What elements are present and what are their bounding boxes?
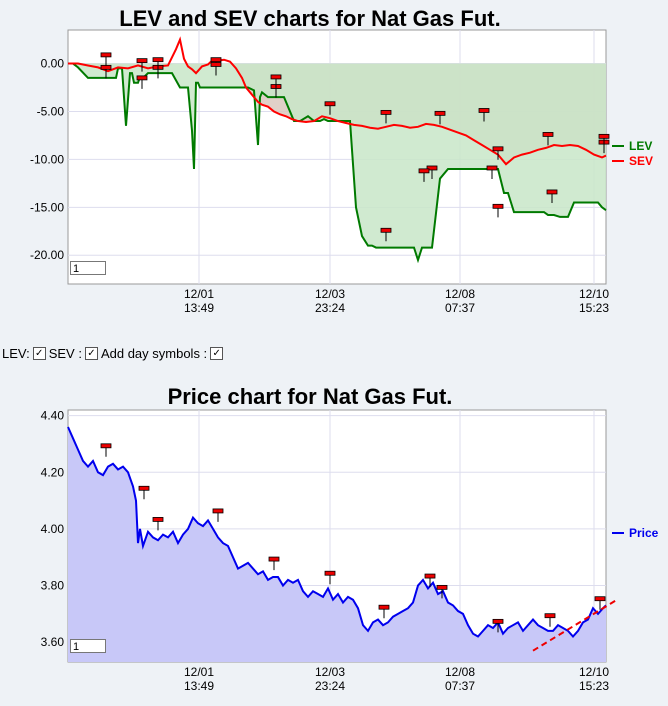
sev-checkbox[interactable]: ✓	[84, 347, 98, 360]
price-legend: Price	[612, 526, 659, 540]
lev-x-tick-date: 12/10	[579, 287, 609, 301]
price-y-tick-label: 3.60	[41, 635, 65, 649]
price-chart-title: Price chart for Nat Gas Fut.	[167, 384, 453, 409]
lev-fills	[68, 63, 606, 261]
lev-x-tick-time: 13:49	[184, 301, 214, 315]
price-day-marker	[324, 570, 336, 576]
lev-y-tick-label: -15.00	[30, 200, 64, 214]
price-series-line	[67, 426, 607, 639]
lev-x-tick-time: 07:37	[445, 301, 475, 315]
day-marker	[542, 132, 554, 137]
lev-y-tick-label: -5.00	[37, 104, 65, 118]
price-y-tick-label: 4.20	[41, 465, 65, 479]
price-trendline-line	[532, 599, 617, 652]
lev-x-tick-date: 12/03	[315, 287, 345, 301]
price-y-tick-label: 4.40	[41, 409, 65, 423]
price-x-tick-date: 12/10	[579, 665, 609, 679]
lev-y-tick-label: -20.00	[30, 248, 64, 262]
lev-lines	[68, 36, 607, 264]
price-day-marker	[492, 618, 504, 624]
price-day-marker	[268, 556, 280, 562]
day-marker	[426, 165, 438, 171]
price-plot-area	[67, 409, 607, 663]
day-marker	[100, 52, 112, 58]
lev-y-tick-label: -10.00	[30, 152, 64, 166]
day-marker	[478, 108, 490, 113]
day-marker	[492, 203, 504, 209]
lev-page-input[interactable]: 1	[70, 261, 106, 275]
day-marker	[380, 227, 392, 233]
price-line	[67, 426, 607, 639]
price-day-marker	[212, 508, 224, 514]
price-x-tick-time: 23:24	[315, 679, 345, 693]
lev-sev-chart: 0.00-5.00-10.00-15.00-20.00 12/0113:4912…	[30, 29, 653, 315]
sev-label: SEV :	[48, 346, 82, 361]
lev-chart-title: LEV and SEV charts for Nat Gas Fut.	[119, 6, 501, 31]
lev-line	[68, 62, 607, 264]
sev-legend-label: SEV	[629, 154, 653, 168]
day-marker	[152, 57, 164, 63]
lev-area	[68, 63, 606, 261]
day-marker	[324, 101, 336, 107]
price-x-tick-date: 12/08	[445, 665, 475, 679]
price-y-tick-label: 3.80	[41, 579, 65, 593]
price-x-tick-time: 15:23	[579, 679, 609, 693]
day-marker	[418, 168, 430, 174]
day-marker	[598, 133, 610, 139]
price-day-marker	[152, 517, 164, 522]
day-marker	[492, 146, 504, 152]
day-marker	[546, 189, 558, 195]
lev-checkbox[interactable]: ✓	[32, 347, 46, 360]
day-marker	[100, 64, 112, 70]
day-marker	[210, 62, 222, 67]
price-legend-label: Price	[629, 526, 659, 540]
day-marker	[136, 75, 148, 81]
sev-line	[68, 36, 607, 166]
price-day-marker	[424, 573, 436, 579]
lev-legend-label: LEV	[629, 139, 652, 153]
lev-label: LEV:	[2, 346, 30, 361]
lev-x-tick-date: 12/08	[445, 287, 475, 301]
day-marker	[380, 109, 392, 115]
price-y-tick-label: 4.00	[41, 522, 65, 536]
price-x-tick-date: 12/01	[184, 665, 214, 679]
price-day-marker	[138, 485, 150, 491]
lev-y-tick-label: 0.00	[41, 57, 65, 71]
price-day-marker	[436, 584, 448, 590]
day-marker	[434, 110, 446, 116]
series-controls: LEV: ✓ SEV : ✓ Add day symbols : ✓	[2, 346, 226, 361]
price-trendline	[532, 599, 617, 652]
lev-day-symbols	[100, 52, 610, 242]
day-marker	[210, 57, 222, 63]
day-marker	[486, 165, 498, 171]
price-day-marker	[544, 613, 556, 619]
price-grid	[68, 410, 606, 662]
lev-y-tick-labels: 0.00 -5.00 -10.00 -15.00 -20.00	[30, 57, 64, 263]
lev-x-tick-time: 23:24	[315, 301, 345, 315]
day-marker	[136, 58, 148, 64]
price-day-marker	[100, 443, 112, 449]
price-day-marker	[378, 604, 390, 610]
price-x-tick-date: 12/03	[315, 665, 345, 679]
lev-x-tick-date: 12/01	[184, 287, 214, 301]
price-x-tick-time: 07:37	[445, 679, 475, 693]
day-symbols-checkbox[interactable]: ✓	[210, 347, 224, 360]
price-page-input[interactable]: 1	[70, 639, 106, 653]
day-marker	[270, 74, 282, 80]
day-symbols-label: Add day symbols :	[100, 346, 208, 361]
price-area	[68, 426, 606, 662]
price-x-tick-time: 13:49	[184, 679, 214, 693]
lev-x-tick-time: 15:23	[579, 301, 609, 315]
price-fill	[68, 426, 606, 662]
price-day-symbols	[100, 443, 606, 633]
price-y-tick-labels: 4.40 4.20 4.00 3.80 3.60	[41, 409, 65, 650]
price-day-marker	[594, 596, 606, 602]
